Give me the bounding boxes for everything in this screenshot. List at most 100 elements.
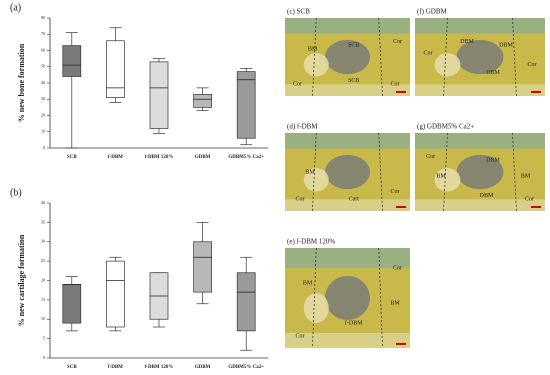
tissue-label: SCB [348,78,359,84]
tissue-label: Cor [296,197,305,203]
tissue-label: Cor [296,333,305,339]
scale-bar [531,206,541,208]
tissue-region [303,293,329,323]
tissue-label: Cor [426,154,435,160]
defect-edge [378,17,383,97]
defect-edge [312,132,317,212]
tissue-band [415,18,545,34]
x-tick-label: GDBM5% Ca2+ [228,155,264,160]
tissue-label: DBM [480,193,494,199]
y-tick-label: 5 [43,336,45,341]
y-tick-label: 30 [41,96,45,101]
tissue-label: BM [305,169,315,175]
tissue-region [325,39,370,75]
tissue-region [303,168,329,192]
box [62,45,82,77]
panel-label: (b) [10,187,22,198]
tissue-region [303,53,329,77]
tissue-band [285,248,410,268]
x-tick-label: SCB [67,155,77,160]
tissue-label: Cart [349,197,360,203]
tissue-label: BM [308,47,318,53]
tissue-label: DBM [499,43,513,49]
tissue-label: BM [303,280,313,286]
tissue-label: DBM [486,70,500,76]
scale-bar [396,206,406,208]
scale-bar [531,91,541,93]
tissue-region [325,276,370,320]
x-tick-label: f-DBM 120% [145,155,174,160]
y-tick-label: 60 [41,47,45,52]
tissue-band [285,84,410,96]
tissue-label: BM [436,173,446,179]
scale-bar [396,343,406,345]
tissue-label: Cor [393,265,402,271]
scale-bar [396,91,406,93]
x-tick-label: f-DBM 120% [145,365,174,370]
panel-title: (e) f-DBM 120% [287,238,335,246]
x-tick-label: f-DBM [108,365,123,370]
y-tick-label: 0 [43,145,45,150]
y-tick-label: 35 [41,219,45,224]
tissue-region [325,154,370,190]
tissue-label: DBM [486,158,500,164]
y-tick-label: 20 [41,277,45,282]
box [193,241,212,293]
y-tick-label: 20 [41,112,45,117]
y-tick-label: 15 [41,297,45,302]
x-tick-label: GDBM5% Ca2+ [228,365,264,370]
defect-edge [312,247,317,349]
box [236,272,256,332]
tissue-region [434,168,461,192]
y-tick-label: 40 [41,200,45,205]
defect-edge [312,17,317,97]
tissue-label: BM [521,173,531,179]
defect-edge [443,17,448,97]
x-tick-label: SCB [67,365,77,370]
tissue-label: SCB [348,43,359,49]
y-tick-label: 40 [41,80,45,85]
tissue-label: Cor [424,50,433,56]
defect-edge [512,17,517,97]
defect-edge [378,132,383,212]
y-tick-label: 10 [41,316,45,321]
tissue-band [285,333,410,348]
tissue-band [285,18,410,34]
tissue-label: f-DBM [345,319,363,326]
box [106,40,125,98]
defect-edge [378,247,383,349]
y-axis-label: % new bone formation [17,43,26,122]
y-tick-label: 10 [41,129,45,134]
y-axis-label: % new cartilage formation [17,234,26,326]
panel-label: (a) [10,2,21,13]
tissue-label: Cor [293,82,302,88]
y-tick-label: 30 [41,239,45,244]
x-tick-label: GDBM [195,365,211,370]
box [236,71,256,139]
defect-edge [443,132,448,212]
tissue-label: Cor [393,39,402,45]
tissue-band [415,199,545,211]
panel-title: (g) GDBM5% Ca2+ [417,123,474,131]
box [62,284,82,324]
tissue-label: Cor [391,189,400,195]
tissue-label: Cor [391,82,400,88]
tissue-band [415,84,545,96]
defect-edge [512,132,517,212]
box [149,61,169,129]
tissue-label: BM [390,300,400,306]
y-tick-label: 70 [41,31,45,36]
tissue-region [434,53,461,77]
y-tick-label: 25 [41,258,45,263]
x-tick-label: f-DBM [108,155,123,160]
y-tick-label: 50 [41,64,45,69]
tissue-region [456,154,504,190]
x-tick-label: GDBM [195,155,211,160]
tissue-label: Cor [525,197,534,203]
panel-title: (d) f-DBM [287,123,318,131]
y-tick-label: 80 [41,15,45,20]
panel-title: (f) GDBM [417,8,448,16]
tissue-band [285,199,410,211]
box [106,260,125,328]
